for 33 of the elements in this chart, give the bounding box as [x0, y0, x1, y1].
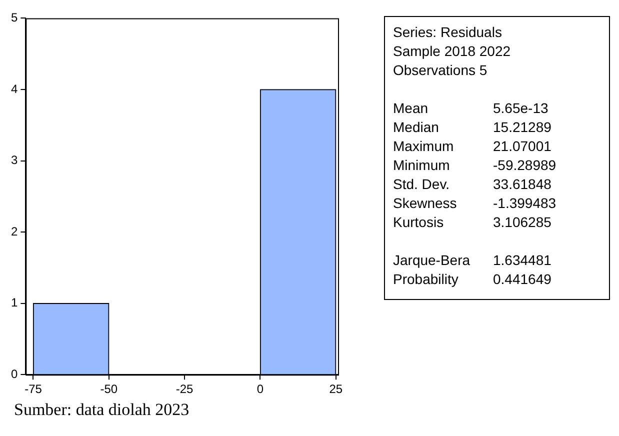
text: 15.21289 [493, 118, 552, 137]
text: 5.65e-13 [493, 99, 548, 118]
text: Maximum [393, 137, 455, 156]
text: Sumber: data diolah 2023 [14, 400, 190, 420]
x-tick-label: -25 [176, 382, 194, 396]
text: Observations 5 [393, 61, 488, 80]
text: 1.634481 [493, 251, 552, 270]
text: Std. Dev. [393, 175, 451, 194]
text: -59.28989 [493, 156, 556, 175]
text: Skewness [393, 194, 458, 213]
text: 3.106285 [493, 213, 552, 232]
x-tick-label: 0 [256, 382, 264, 396]
text: Series: Residuals [393, 23, 503, 42]
x-tick-label: -75 [24, 382, 42, 396]
y-tick-label: 4 [10, 82, 18, 96]
text: 33.61848 [493, 175, 552, 194]
text: Probability [393, 270, 460, 289]
text: Kurtosis [393, 213, 445, 232]
text: Jarque-Bera [393, 251, 472, 270]
text: -1.399483 [493, 194, 556, 213]
text: Minimum [393, 156, 451, 175]
text: Mean [393, 99, 430, 118]
x-tick-label: -50 [100, 382, 118, 396]
y-tick-label: 3 [10, 153, 18, 168]
y-tick-label: 5 [10, 10, 18, 25]
text: 21.07001 [493, 137, 552, 156]
text: 0.441649 [493, 270, 552, 289]
text: Sample 2018 2022 [393, 42, 512, 61]
x-tick-label: 25 [329, 382, 343, 396]
text: Median [393, 118, 440, 137]
y-tick-label: 1 [10, 296, 18, 310]
y-tick-label: 0 [10, 366, 18, 381]
y-tick-label: 2 [10, 224, 18, 238]
